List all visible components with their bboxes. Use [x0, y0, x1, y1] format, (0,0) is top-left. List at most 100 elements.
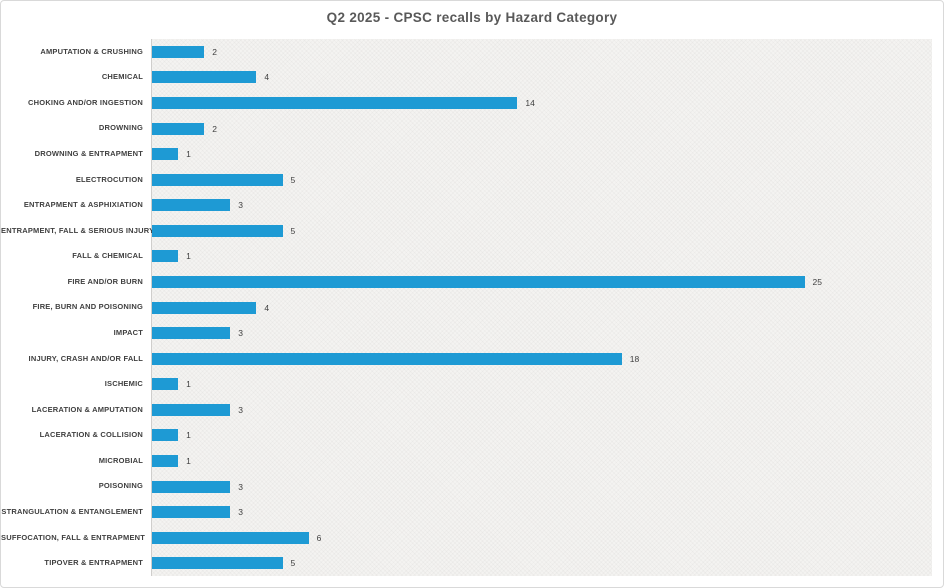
category-label: LACERATION & COLLISION [39, 430, 143, 440]
category-label: TIPOVER & ENTRAPMENT [44, 558, 143, 568]
bar-track: 1 [151, 448, 943, 474]
bar [152, 403, 231, 416]
bar [152, 173, 283, 186]
category-label: ENTRAPMENT, FALL & SERIOUS INJURY [1, 225, 155, 235]
value-label: 14 [525, 97, 535, 108]
value-label: 18 [629, 353, 640, 364]
category-label: FIRE AND/OR BURN [67, 276, 143, 286]
bar-track: 5 [151, 551, 943, 577]
bar-row: STRANGULATION & ENTANGLEMENT 3 [1, 499, 943, 525]
bar-row: SUFFOCATION, FALL & ENTRAPMENT 6 [1, 525, 943, 551]
bar-row: ISCHEMIC 1 [1, 372, 943, 398]
bar-row: MICROBIAL 1 [1, 448, 943, 474]
bar-track: 3 [151, 192, 943, 218]
category-label: IMPACT [113, 328, 143, 338]
bar [152, 378, 179, 391]
bar-row: DROWNING & ENTRAPMENT 1 [1, 141, 943, 167]
value-label: 2 [212, 46, 217, 57]
bar [152, 455, 179, 468]
bar [152, 506, 231, 519]
bar [152, 327, 231, 340]
value-label: 1 [186, 149, 191, 160]
bar [152, 250, 179, 263]
bar-track: 25 [151, 269, 943, 295]
bar-track: 1 [151, 423, 943, 449]
bar-row: FIRE, BURN AND POISONING 4 [1, 295, 943, 321]
category-label: ENTRAPMENT & ASPHIXIATION [23, 200, 143, 210]
category-label: AMPUTATION & CRUSHING [40, 46, 143, 56]
category-label: INJURY, CRASH AND/OR FALL [28, 353, 143, 363]
value-label: 6 [316, 532, 322, 543]
bar [152, 275, 805, 288]
category-label: DROWNING & ENTRAPMENT [34, 148, 143, 158]
bar [152, 480, 231, 493]
bar [152, 96, 518, 109]
bar-row: FALL & CHEMICAL 1 [1, 244, 943, 270]
category-label: ELECTROCUTION [75, 174, 143, 184]
value-label: 1 [186, 456, 191, 467]
category-label: DROWNING [98, 123, 143, 133]
bar-track: 4 [151, 295, 943, 321]
bar-track: 3 [151, 499, 943, 525]
bar-row: ENTRAPMENT & ASPHIXIATION 3 [1, 192, 943, 218]
bar [152, 45, 205, 58]
bar-row: AMPUTATION & CRUSHING 2 [1, 39, 943, 65]
bar [152, 71, 257, 84]
bar-row: DROWNING 2 [1, 116, 943, 142]
bar-track: 5 [151, 167, 943, 193]
bar-track: 3 [151, 397, 943, 423]
value-label: 5 [290, 225, 296, 236]
value-label: 1 [186, 251, 191, 262]
bar [152, 301, 257, 314]
bar-track: 3 [151, 320, 943, 346]
value-label: 4 [264, 72, 270, 83]
bar-row: CHEMICAL 4 [1, 65, 943, 91]
category-label: ISCHEMIC [104, 379, 143, 389]
value-label: 5 [290, 174, 296, 185]
value-label: 2 [212, 123, 217, 134]
bar-row: FIRE AND/OR BURN 25 [1, 269, 943, 295]
bar-row: CHOKING AND/OR INGESTION 14 [1, 90, 943, 116]
category-label: FALL & CHEMICAL [72, 251, 143, 261]
bar-row: TIPOVER & ENTRAPMENT 5 [1, 551, 943, 577]
category-label: SUFFOCATION, FALL & ENTRAPMENT [1, 532, 146, 542]
bar-track: 1 [151, 372, 943, 398]
value-label: 25 [812, 276, 822, 287]
bar-row: POISONING 3 [1, 474, 943, 500]
value-label: 3 [238, 200, 244, 211]
bar-row: INJURY, CRASH AND/OR FALL 18 [1, 346, 943, 372]
value-label: 1 [186, 379, 191, 390]
value-label: 3 [238, 328, 244, 339]
bar-row: IMPACT 3 [1, 320, 943, 346]
bar [152, 224, 283, 237]
value-label: 1 [186, 430, 191, 441]
bar [152, 199, 231, 212]
bar-track: 5 [151, 218, 943, 244]
value-label: 3 [238, 507, 244, 518]
bar [152, 352, 622, 365]
bar [152, 148, 179, 161]
bar-row: LACERATION & AMPUTATION 3 [1, 397, 943, 423]
bar [152, 122, 205, 135]
bar-row: ELECTROCUTION 5 [1, 167, 943, 193]
plot-area [151, 39, 932, 576]
value-label: 3 [238, 404, 244, 415]
bar-row: LACERATION & COLLISION 1 [1, 423, 943, 449]
bar-track: 1 [151, 141, 943, 167]
bar [152, 531, 309, 544]
bar-track: 18 [151, 346, 943, 372]
bar-track: 1 [151, 244, 943, 270]
bar-track: 14 [151, 90, 943, 116]
category-label: LACERATION & AMPUTATION [31, 404, 143, 414]
bar [152, 557, 283, 570]
chart-body: AMPUTATION & CRUSHING 2 CHEMICAL 4 CHOKING A… [1, 39, 943, 576]
chart-title: Q2 2025 - CPSC recalls by Hazard Categor… [326, 10, 618, 25]
bar-track: 2 [151, 116, 943, 142]
bar-rows: AMPUTATION & CRUSHING 2 CHEMICAL 4 CHOKING A… [1, 39, 943, 576]
bar-track: 3 [151, 474, 943, 500]
category-label: STRANGULATION & ENTANGLEMENT [1, 507, 143, 517]
category-label: MICROBIAL [98, 455, 143, 465]
bar-track: 4 [151, 65, 943, 91]
bar [152, 429, 179, 442]
